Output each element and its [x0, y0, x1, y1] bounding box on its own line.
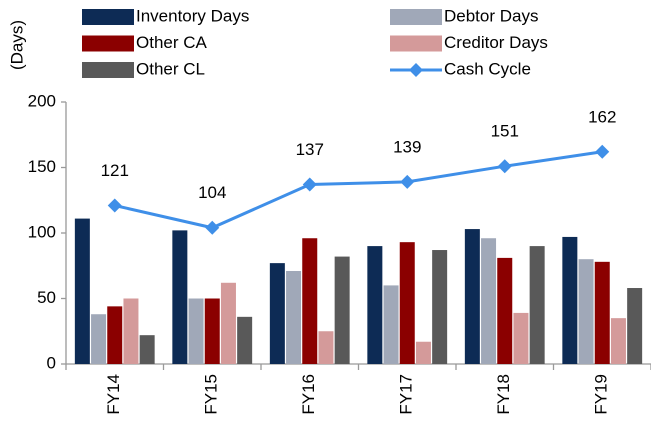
- bar: [302, 238, 318, 364]
- line-marker: [497, 159, 512, 174]
- legend-label: Debtor Days: [444, 6, 538, 25]
- legend-label: Cash Cycle: [444, 59, 531, 78]
- bar: [188, 298, 204, 364]
- bar: [220, 282, 236, 364]
- bar: [578, 259, 594, 364]
- bar: [286, 270, 302, 364]
- line: [114, 150, 603, 230]
- bar: [367, 246, 383, 364]
- bar: [529, 246, 545, 364]
- bar: [627, 288, 643, 364]
- bar: [383, 285, 399, 364]
- bar: [91, 314, 107, 364]
- bar: [123, 298, 139, 364]
- legend-swatch: [82, 9, 134, 25]
- legend-swatch: [82, 35, 134, 52]
- x-tick-label: FY14: [104, 374, 123, 415]
- data-label: 139: [393, 137, 421, 156]
- x-tick-label: FY15: [202, 374, 221, 415]
- bar: [334, 256, 350, 364]
- data-label: 151: [491, 122, 519, 141]
- bar: [610, 318, 626, 364]
- x-tick-label: FY19: [592, 374, 611, 415]
- line-marker: [302, 177, 317, 192]
- legend-swatch: [82, 62, 134, 78]
- line-marker: [205, 220, 220, 235]
- bar: [497, 257, 513, 364]
- legend-swatch: [390, 35, 442, 52]
- x-tick-label: FY17: [397, 374, 416, 415]
- legend-label: Creditor Days: [444, 33, 548, 52]
- y-tick-label: 0: [47, 353, 56, 372]
- y-tick-label: 100: [28, 222, 56, 241]
- bar: [464, 229, 480, 364]
- bar: [204, 298, 220, 364]
- line-marker: [595, 144, 610, 159]
- bar: [513, 312, 529, 364]
- line-marker: [400, 174, 415, 189]
- y-tick-label: 200: [28, 91, 56, 110]
- bar: [399, 242, 415, 364]
- y-tick-label: 50: [37, 288, 56, 307]
- bar: [415, 341, 431, 364]
- legend-label: Other CL: [136, 59, 205, 78]
- bar: [432, 250, 448, 364]
- legend-swatch: [409, 63, 423, 77]
- data-label: 104: [198, 183, 226, 202]
- bar: [481, 238, 497, 364]
- x-tick-label: FY16: [299, 374, 318, 415]
- bar: [139, 335, 155, 364]
- bar: [562, 236, 578, 364]
- y-tick-label: 150: [28, 157, 56, 176]
- bar: [318, 331, 334, 364]
- bar: [107, 306, 123, 364]
- bar: [269, 263, 285, 364]
- bar: [594, 261, 610, 364]
- data-label: 121: [101, 161, 129, 180]
- legend-swatch: [390, 9, 442, 25]
- x-tick-label: FY18: [494, 374, 513, 415]
- bar: [237, 316, 253, 364]
- data-label: 137: [296, 140, 324, 159]
- bar: [172, 230, 188, 364]
- y-axis-label: (Days): [7, 20, 26, 70]
- legend-label: Inventory Days: [136, 6, 249, 25]
- bar: [74, 218, 90, 364]
- data-label: 162: [588, 107, 616, 126]
- line-marker: [107, 198, 122, 213]
- legend-label: Other CA: [136, 33, 208, 52]
